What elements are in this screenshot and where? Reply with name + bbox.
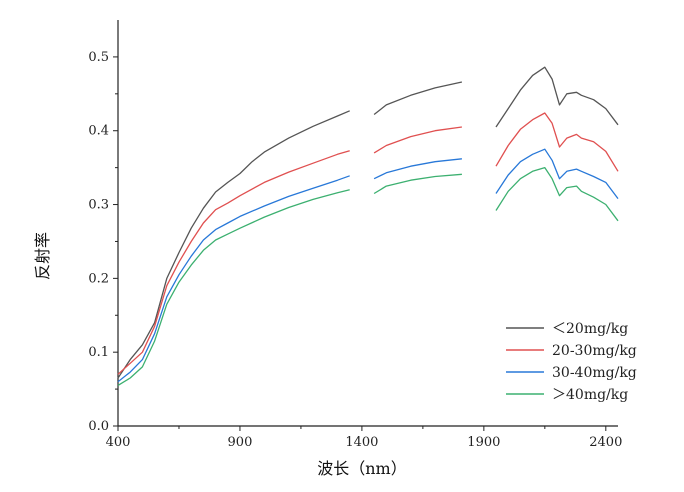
- x-tick-label: 1400: [345, 435, 378, 450]
- x-tick-label: 2400: [589, 435, 622, 450]
- series-line-4-segment-1: [117, 189, 350, 386]
- series-line-3-segment-1: [117, 175, 350, 383]
- legend-label-1: ＜20mg/kg: [552, 321, 628, 337]
- legend: ＜20mg/kg 20-30mg/kg 30-40mg/kg ＞40mg/kg: [506, 321, 637, 403]
- series-line-4-segment-2: [373, 173, 462, 195]
- x-tick-label: 1900: [467, 435, 500, 450]
- series-line-2-segment-3: [495, 112, 619, 172]
- y-tick-label: 0.0: [88, 419, 109, 434]
- series-line-2-segment-1: [117, 150, 350, 375]
- x-tick-label: 400: [106, 435, 131, 450]
- series-line-4-segment-3: [495, 166, 619, 222]
- x-tick-label: 900: [228, 435, 253, 450]
- axes: 0.0 0.1 0.2 0.3 0.4 0.5 400 900 1400 1900 2400: [88, 20, 622, 450]
- series-line-1-segment-1: [117, 110, 350, 379]
- series-line-2-segment-2: [373, 126, 462, 154]
- legend-label-2: 20-30mg/kg: [552, 343, 637, 359]
- legend-label-4: ＞40mg/kg: [552, 387, 628, 403]
- y-tick-label: 0.1: [88, 345, 109, 360]
- x-axis-title: 波长（nm）: [317, 459, 406, 478]
- series-line-1-segment-2: [373, 81, 463, 116]
- y-tick-label: 0.2: [88, 271, 109, 286]
- series-line-3-segment-2: [373, 158, 462, 180]
- series-line-3-segment-3: [495, 148, 619, 199]
- y-tick-label: 0.5: [88, 50, 109, 65]
- y-tick-label: 0.3: [88, 198, 109, 213]
- series-line-1-segment-3: [495, 66, 619, 128]
- y-axis-title: 反射率: [33, 232, 52, 280]
- y-tick-label: 0.4: [88, 124, 109, 139]
- series-layer: [117, 66, 619, 386]
- legend-label-3: 30-40mg/kg: [552, 365, 637, 381]
